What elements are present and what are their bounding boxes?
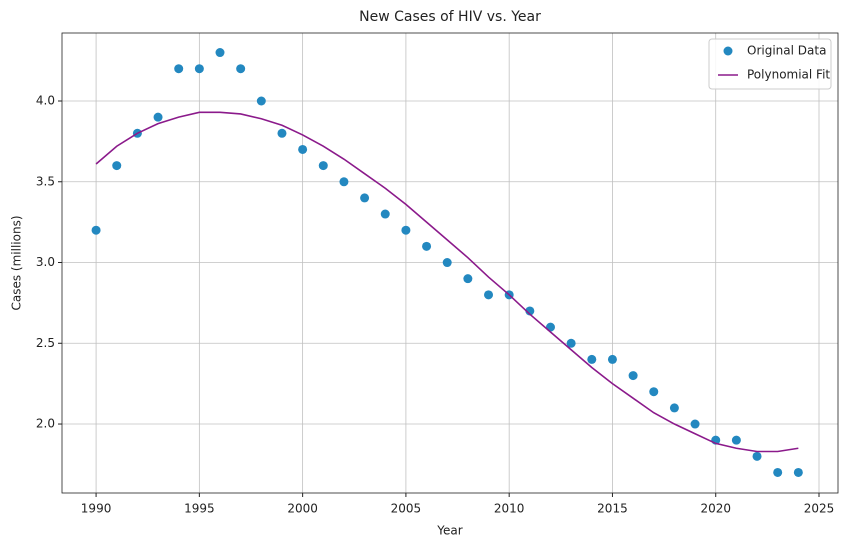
chart-title: New Cases of HIV vs. Year	[359, 9, 541, 25]
data-point	[194, 64, 204, 74]
data-point	[380, 209, 390, 219]
data-point	[690, 419, 700, 429]
x-tick-label: 1995	[184, 502, 215, 516]
x-tick-label: 2020	[700, 502, 731, 516]
data-point	[484, 290, 494, 300]
data-point	[463, 274, 473, 284]
data-point	[566, 338, 576, 348]
y-axis-label: Cases (millions)	[10, 215, 24, 310]
y-tick-label: 3.5	[36, 174, 55, 188]
legend-label: Polynomial Fit	[747, 68, 830, 82]
legend-marker	[723, 46, 733, 56]
x-axis-label: Year	[436, 524, 462, 538]
x-tick-label: 2005	[391, 502, 422, 516]
data-point	[174, 64, 184, 74]
data-point	[669, 403, 679, 413]
data-point	[793, 467, 803, 477]
y-tick-label: 2.0	[36, 417, 55, 431]
x-tick-label: 2000	[287, 502, 318, 516]
data-point	[587, 354, 597, 364]
data-point	[236, 64, 246, 74]
data-point	[256, 96, 266, 106]
data-point	[607, 354, 617, 364]
fit-line	[95, 111, 799, 453]
y-tick-label: 4.0	[36, 93, 55, 107]
y-tick-label: 3.0	[36, 255, 55, 269]
data-point	[112, 161, 122, 171]
y-tick-label: 2.5	[36, 336, 55, 350]
data-point	[422, 241, 432, 251]
data-point	[215, 48, 225, 58]
data-point	[773, 467, 783, 477]
data-point	[525, 306, 535, 316]
legend-box	[708, 38, 832, 90]
data-point	[649, 387, 659, 397]
legend-label: Original Data	[747, 44, 826, 58]
x-tick-label: 1990	[81, 502, 112, 516]
data-point	[153, 112, 163, 122]
data-point	[360, 193, 370, 203]
data-point	[401, 225, 411, 235]
data-point	[628, 371, 638, 381]
data-point	[91, 225, 101, 235]
data-point	[339, 177, 349, 187]
data-point	[731, 435, 741, 445]
x-tick-label: 2025	[804, 502, 835, 516]
data-point	[298, 144, 308, 154]
x-tick-label: 2015	[597, 502, 628, 516]
x-tick-label: 2010	[494, 502, 525, 516]
data-point	[318, 161, 328, 171]
data-point	[752, 451, 762, 461]
data-point	[442, 258, 452, 268]
data-point	[277, 128, 287, 138]
